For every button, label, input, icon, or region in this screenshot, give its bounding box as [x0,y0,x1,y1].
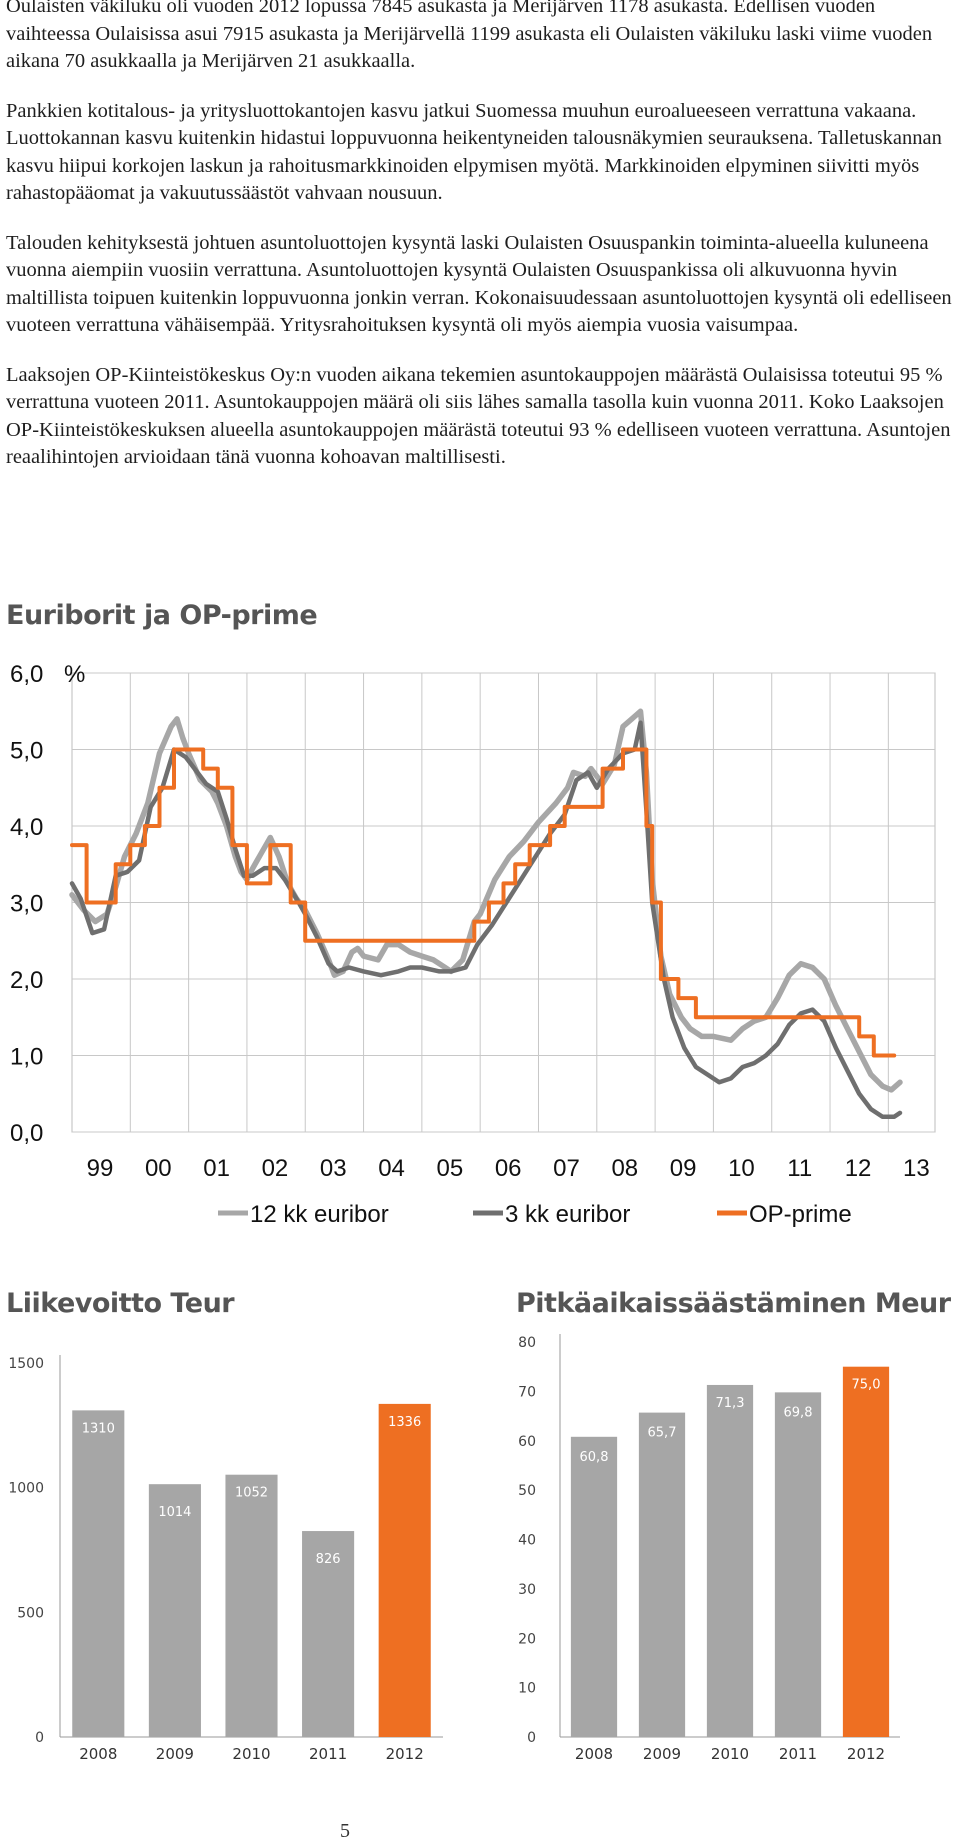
x-tick-label: 12 [845,1155,872,1182]
x-tick-label: 07 [553,1155,580,1182]
bar-2009 [148,1484,201,1737]
x-tick-label: 2010 [232,1745,270,1763]
body-text: Oulaisten väkiluku oli vuoden 2012 lopus… [6,0,954,494]
x-tick-label: 2011 [309,1745,347,1763]
bar-value-label: 1336 [388,1415,421,1430]
y-tick-label: 500 [17,1605,44,1621]
bar-value-label: 1014 [158,1505,191,1520]
bar-2010 [225,1474,278,1737]
y-tick-label: 5,0 [10,738,43,765]
y-tick-label: 20 [518,1631,536,1647]
x-tick-label: 04 [378,1155,405,1182]
paragraph-population: Oulaisten väkiluku oli vuoden 2012 lopus… [6,0,933,72]
bar-2008 [72,1410,125,1737]
y-tick-label: 2,0 [10,967,43,994]
series-line-op-prime [70,747,897,1058]
legend-label: 3 kk euribor [505,1201,630,1228]
x-tick-label: 13 [903,1155,930,1182]
bar-2011 [302,1531,355,1737]
bar-value-label: 69,8 [784,1405,813,1420]
y-tick-label: 3,0 [10,891,43,918]
x-tick-label: 2008 [79,1745,117,1763]
y-tick-label: 60 [518,1434,536,1450]
y-tick-label: 50 [518,1483,536,1499]
bar-2012 [378,1403,431,1737]
y-tick-label: 4,0 [10,814,43,841]
x-tick-label: 2011 [779,1745,817,1763]
x-tick-label: 2012 [386,1745,424,1763]
y-tick-label: 10 [518,1681,536,1697]
euribor-chart: 0,0 1,0 2,0 3,0 4,0 5,0 6,0 % 99 00 01 02 03 04 05 06 07… [10,661,936,1228]
legend-label: OP-prime [749,1201,852,1228]
legend-label: 12 kk euribor [250,1201,389,1228]
y-tick-label: 1000 [8,1481,44,1497]
bar-2011 [774,1392,822,1737]
x-tick-label: 00 [145,1155,172,1182]
x-tick-label: 11 [787,1155,812,1182]
paragraph-housing-sales: Laaksojen OP-Kiinteistökeskus Oy:n vuode… [6,363,951,469]
bar-2009 [638,1412,686,1737]
x-tick-label: 06 [495,1155,522,1182]
x-tick-label: 08 [611,1155,638,1182]
bar-value-label: 60,8 [580,1450,609,1465]
bar-2012 [842,1366,890,1737]
x-tick-label: 01 [203,1155,230,1182]
x-tick-label: 2008 [575,1745,613,1763]
euribor-chart-title: Euriborit ja OP-prime [6,600,318,631]
y-tick-label: 6,0 [10,661,43,688]
x-tick-label: 2009 [156,1745,194,1763]
y-tick-label: 30 [518,1582,536,1598]
y-tick-label: 0,0 [10,1120,43,1147]
bar-value-label: 826 [316,1552,341,1567]
paragraph-credit: Pankkien kotitalous- ja yritysluottokant… [6,99,942,205]
x-tick-label: 05 [437,1155,464,1182]
y-tick-label: 1,0 [10,1044,43,1071]
x-tick-label: 03 [320,1155,347,1182]
x-tick-label: 02 [262,1155,289,1182]
bar-2010 [706,1384,754,1737]
savings-chart-title: Pitkäaikaissäästäminen Meur [516,1288,951,1319]
bar-2008 [570,1436,618,1737]
x-tick-label: 2010 [711,1745,749,1763]
y-tick-label: 70 [518,1384,536,1400]
y-tick-label: 40 [518,1533,536,1549]
y-tick-label: 1500 [8,1356,44,1372]
paragraph-housing-loans: Talouden kehityksestä johtuen asuntoluot… [6,231,952,337]
x-tick-label: 09 [670,1155,697,1182]
y-tick-label: 0 [35,1730,44,1746]
x-tick-label: 10 [728,1155,755,1182]
x-tick-label: 2009 [643,1745,681,1763]
series-line-3-kk-euribor [69,720,903,1119]
savings-chart: 0 10 20 30 40 50 60 70 80 60,8 2008 65,7 2009 71,3 201… [518,1334,900,1763]
profit-chart: 0 500 1000 1500 1310 2008 1014 2009 1052 2010 826 2… [8,1355,443,1763]
bar-value-label: 1310 [82,1421,115,1436]
y-tick-label: 80 [518,1335,536,1351]
y-tick-label: 0 [527,1730,536,1746]
bar-value-label: 75,0 [852,1378,881,1393]
bar-value-label: 71,3 [716,1396,745,1411]
profit-chart-title: Liikevoitto Teur [6,1288,235,1319]
y-axis-unit: % [64,661,85,688]
bar-value-label: 65,7 [648,1426,677,1441]
bar-value-label: 1052 [235,1486,268,1501]
x-tick-label: 2012 [847,1745,885,1763]
x-tick-label: 99 [87,1155,114,1182]
page-number: 5 [340,1820,350,1842]
